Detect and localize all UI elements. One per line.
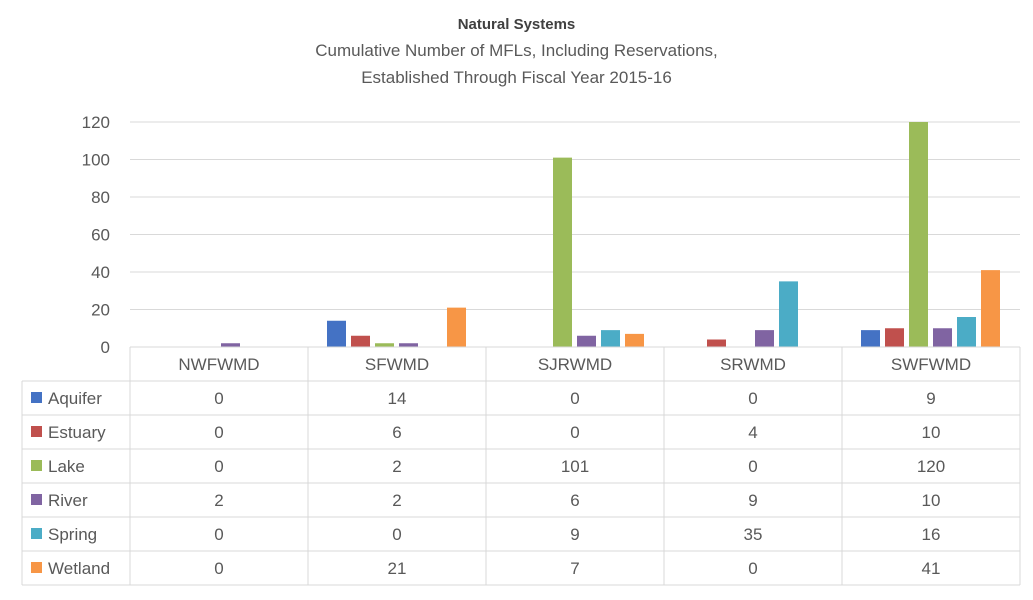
legend-key-spring [31,528,42,539]
data-label: 120 [917,457,945,476]
legend-label: Spring [48,525,97,544]
bar-aquifer-swfwmd [861,330,880,347]
legend-key-aquifer [31,392,42,403]
legend-label: Estuary [48,423,106,442]
bar-spring-sjrwmd [601,330,620,347]
bar-lake-sfwmd [375,343,394,347]
data-label: 0 [392,525,401,544]
category-label: SJRWMD [538,355,612,374]
bar-spring-swfwmd [957,317,976,347]
category-label: NWFWMD [178,355,259,374]
data-label: 0 [570,389,579,408]
data-label: 2 [214,491,223,510]
y-tick-label: 80 [91,188,110,207]
bar-wetland-swfwmd [981,270,1000,347]
data-label: 0 [570,423,579,442]
bar-river-swfwmd [933,328,952,347]
bar-spring-srwmd [779,281,798,347]
data-label: 0 [748,457,757,476]
legend-label: Wetland [48,559,110,578]
data-label: 101 [561,457,589,476]
data-label: 6 [570,491,579,510]
data-label: 9 [926,389,935,408]
bar-lake-sjrwmd [553,157,572,347]
data-label: 35 [744,525,763,544]
legend-key-river [31,494,42,505]
data-label: 0 [748,559,757,578]
chart-title: Natural Systems [457,16,576,33]
data-label: 7 [570,559,579,578]
data-label: 41 [922,559,941,578]
bar-river-nwfwmd [221,343,240,347]
data-label: 0 [214,389,223,408]
bar-wetland-sfwmd [447,307,466,347]
legend-key-wetland [31,562,42,573]
data-label: 4 [748,423,757,442]
data-label: 14 [388,389,407,408]
y-tick-label: 0 [101,338,110,357]
data-label: 0 [214,457,223,476]
legend-label: Aquifer [48,389,102,408]
data-label: 2 [392,457,401,476]
data-label: 0 [214,423,223,442]
bar-river-sfwmd [399,343,418,347]
category-label: SFWMD [365,355,429,374]
y-tick-label: 120 [82,113,110,132]
y-tick-label: 100 [82,151,110,170]
bar-lake-swfwmd [909,122,928,347]
data-label: 9 [570,525,579,544]
category-label: SRWMD [720,355,786,374]
category-label: SWFWMD [891,355,971,374]
y-tick-label: 40 [91,263,110,282]
data-label: 10 [922,423,941,442]
bar-river-srwmd [755,330,774,347]
data-label: 10 [922,491,941,510]
data-label: 0 [214,559,223,578]
bar-estuary-swfwmd [885,328,904,347]
chart-subtitle-line-2: Established Through Fiscal Year 2015-16 [361,68,672,87]
data-label: 21 [388,559,407,578]
data-label: 6 [392,423,401,442]
data-label: 16 [922,525,941,544]
bar-river-sjrwmd [577,335,596,347]
data-label: 0 [748,389,757,408]
y-tick-label: 20 [91,301,110,320]
bar-estuary-srwmd [707,339,726,347]
y-tick-label: 60 [91,226,110,245]
legend-key-lake [31,460,42,471]
legend-key-estuary [31,426,42,437]
data-label: 9 [748,491,757,510]
bar-estuary-sfwmd [351,335,370,347]
data-label: 2 [392,491,401,510]
legend-label: Lake [48,457,85,476]
bar-aquifer-sfwmd [327,320,346,347]
bar-wetland-sjrwmd [625,333,644,347]
chart-subtitle-line-1: Cumulative Number of MFLs, Including Res… [315,41,718,60]
data-label: 0 [214,525,223,544]
legend-label: River [48,491,88,510]
